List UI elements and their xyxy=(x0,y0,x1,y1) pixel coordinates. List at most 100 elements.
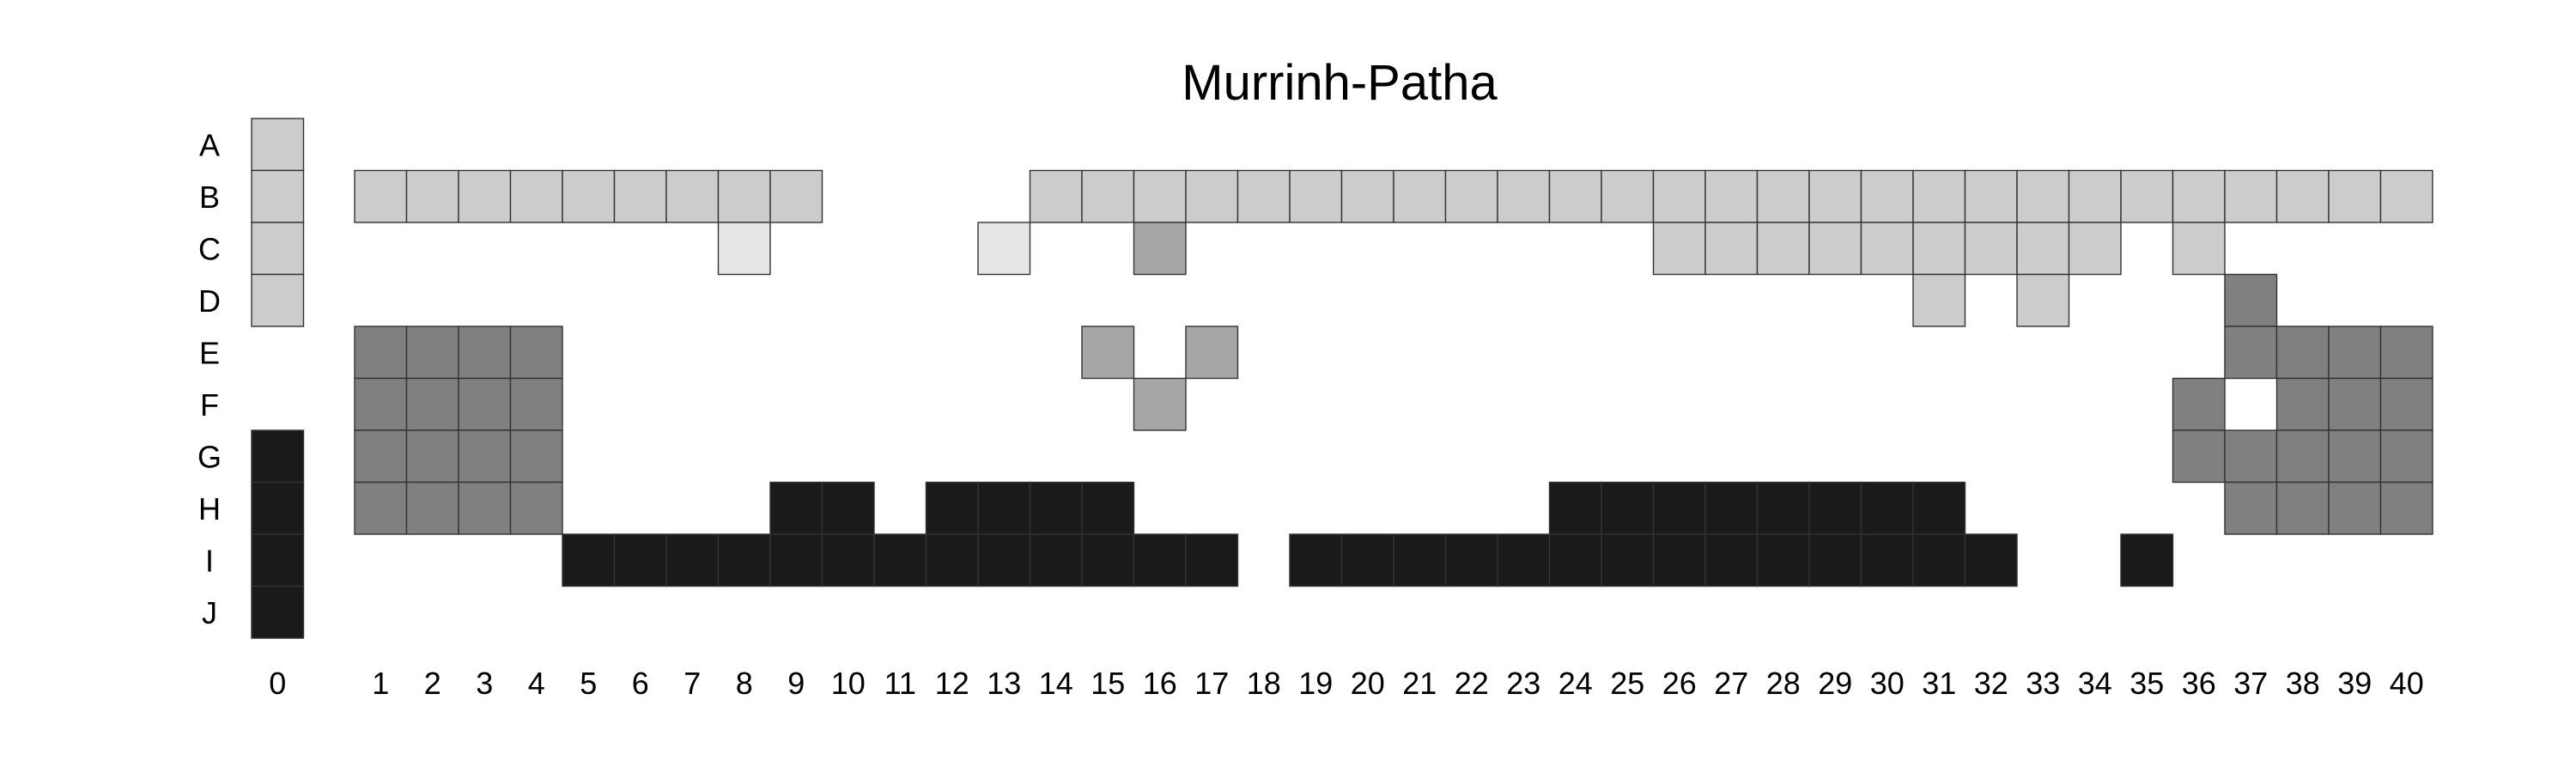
cell-B-39 xyxy=(2328,169,2382,223)
cell-E-37 xyxy=(2224,326,2278,380)
cell-I-10 xyxy=(821,533,875,587)
cell-H-10 xyxy=(821,481,875,535)
col-label-14: 14 xyxy=(1039,666,1073,701)
col-label-8: 8 xyxy=(736,666,753,701)
cell-B-22 xyxy=(1444,169,1498,223)
cell-B-0 xyxy=(251,169,305,223)
cell-E-39 xyxy=(2328,326,2382,380)
col-label-31: 31 xyxy=(1922,666,1956,701)
col-label-15: 15 xyxy=(1091,666,1125,701)
cell-I-20 xyxy=(1340,533,1394,587)
cell-C-28 xyxy=(1756,222,1810,276)
col-label-17: 17 xyxy=(1194,666,1229,701)
cell-I-27 xyxy=(1704,533,1759,587)
cell-C-27 xyxy=(1704,222,1759,276)
cell-H-25 xyxy=(1601,481,1655,535)
cell-B-33 xyxy=(2016,169,2070,223)
cell-B-31 xyxy=(1912,169,1966,223)
col-label-22: 22 xyxy=(1455,666,1489,701)
cell-I-12 xyxy=(925,533,979,587)
cell-F-3 xyxy=(458,377,512,431)
col-label-36: 36 xyxy=(2182,666,2216,701)
cell-I-30 xyxy=(1860,533,1914,587)
col-label-18: 18 xyxy=(1247,666,1281,701)
cell-G-38 xyxy=(2275,429,2330,484)
cell-E-1 xyxy=(354,326,408,380)
cell-G-36 xyxy=(2172,429,2226,484)
cell-C-13 xyxy=(977,222,1031,276)
cell-H-28 xyxy=(1756,481,1810,535)
cell-G-2 xyxy=(405,429,459,484)
col-label-16: 16 xyxy=(1143,666,1177,701)
cell-E-15 xyxy=(1081,326,1135,380)
cell-H-40 xyxy=(2379,481,2433,535)
cell-E-2 xyxy=(405,326,459,380)
cell-G-40 xyxy=(2379,429,2433,484)
cell-B-30 xyxy=(1860,169,1914,223)
cell-I-15 xyxy=(1081,533,1135,587)
cell-I-19 xyxy=(1289,533,1343,587)
cell-B-35 xyxy=(2120,169,2174,223)
cell-I-23 xyxy=(1497,533,1551,587)
cell-I-21 xyxy=(1393,533,1447,587)
cell-I-0 xyxy=(251,533,305,587)
cell-H-2 xyxy=(405,481,459,535)
cell-C-30 xyxy=(1860,222,1914,276)
cell-H-31 xyxy=(1912,481,1966,535)
cell-C-34 xyxy=(2068,222,2122,276)
cell-B-16 xyxy=(1133,169,1187,223)
cell-H-26 xyxy=(1652,481,1706,535)
col-label-23: 23 xyxy=(1506,666,1540,701)
cell-H-13 xyxy=(977,481,1031,535)
cell-C-29 xyxy=(1808,222,1862,276)
cell-D-33 xyxy=(2016,273,2070,327)
cell-I-31 xyxy=(1912,533,1966,587)
cell-E-4 xyxy=(509,326,563,380)
row-label-J: J xyxy=(202,595,217,630)
row-label-E: E xyxy=(199,335,220,370)
cell-B-8 xyxy=(717,169,771,223)
cell-A-0 xyxy=(251,118,305,172)
cell-H-0 xyxy=(251,481,305,535)
cell-I-17 xyxy=(1185,533,1239,587)
cell-I-26 xyxy=(1652,533,1706,587)
col-label-40: 40 xyxy=(2390,666,2424,701)
cell-I-6 xyxy=(613,533,667,587)
cell-H-9 xyxy=(769,481,823,535)
cell-C-31 xyxy=(1912,222,1966,276)
cell-H-15 xyxy=(1081,481,1135,535)
col-label-5: 5 xyxy=(580,666,597,701)
cell-B-24 xyxy=(1548,169,1602,223)
cell-F-40 xyxy=(2379,377,2433,431)
cell-F-1 xyxy=(354,377,408,431)
cell-I-8 xyxy=(717,533,771,587)
col-label-3: 3 xyxy=(476,666,493,701)
cell-H-12 xyxy=(925,481,979,535)
col-label-12: 12 xyxy=(935,666,969,701)
cell-G-0 xyxy=(251,429,305,484)
col-label-32: 32 xyxy=(1974,666,2008,701)
cell-I-25 xyxy=(1601,533,1655,587)
col-label-28: 28 xyxy=(1766,666,1801,701)
row-label-C: C xyxy=(198,231,221,266)
cell-B-38 xyxy=(2275,169,2330,223)
cell-H-1 xyxy=(354,481,408,535)
cell-H-29 xyxy=(1808,481,1862,535)
col-label-7: 7 xyxy=(683,666,701,701)
col-label-2: 2 xyxy=(424,666,441,701)
cell-H-3 xyxy=(458,481,512,535)
cell-B-21 xyxy=(1393,169,1447,223)
col-label-13: 13 xyxy=(987,666,1021,701)
col-label-9: 9 xyxy=(787,666,805,701)
cell-B-3 xyxy=(458,169,512,223)
cell-F-16 xyxy=(1133,377,1187,431)
cell-I-16 xyxy=(1133,533,1187,587)
col-label-25: 25 xyxy=(1610,666,1644,701)
cell-C-32 xyxy=(1964,222,2018,276)
cell-I-24 xyxy=(1548,533,1602,587)
cell-E-3 xyxy=(458,326,512,380)
col-label-0: 0 xyxy=(269,666,286,701)
cell-H-24 xyxy=(1548,481,1602,535)
